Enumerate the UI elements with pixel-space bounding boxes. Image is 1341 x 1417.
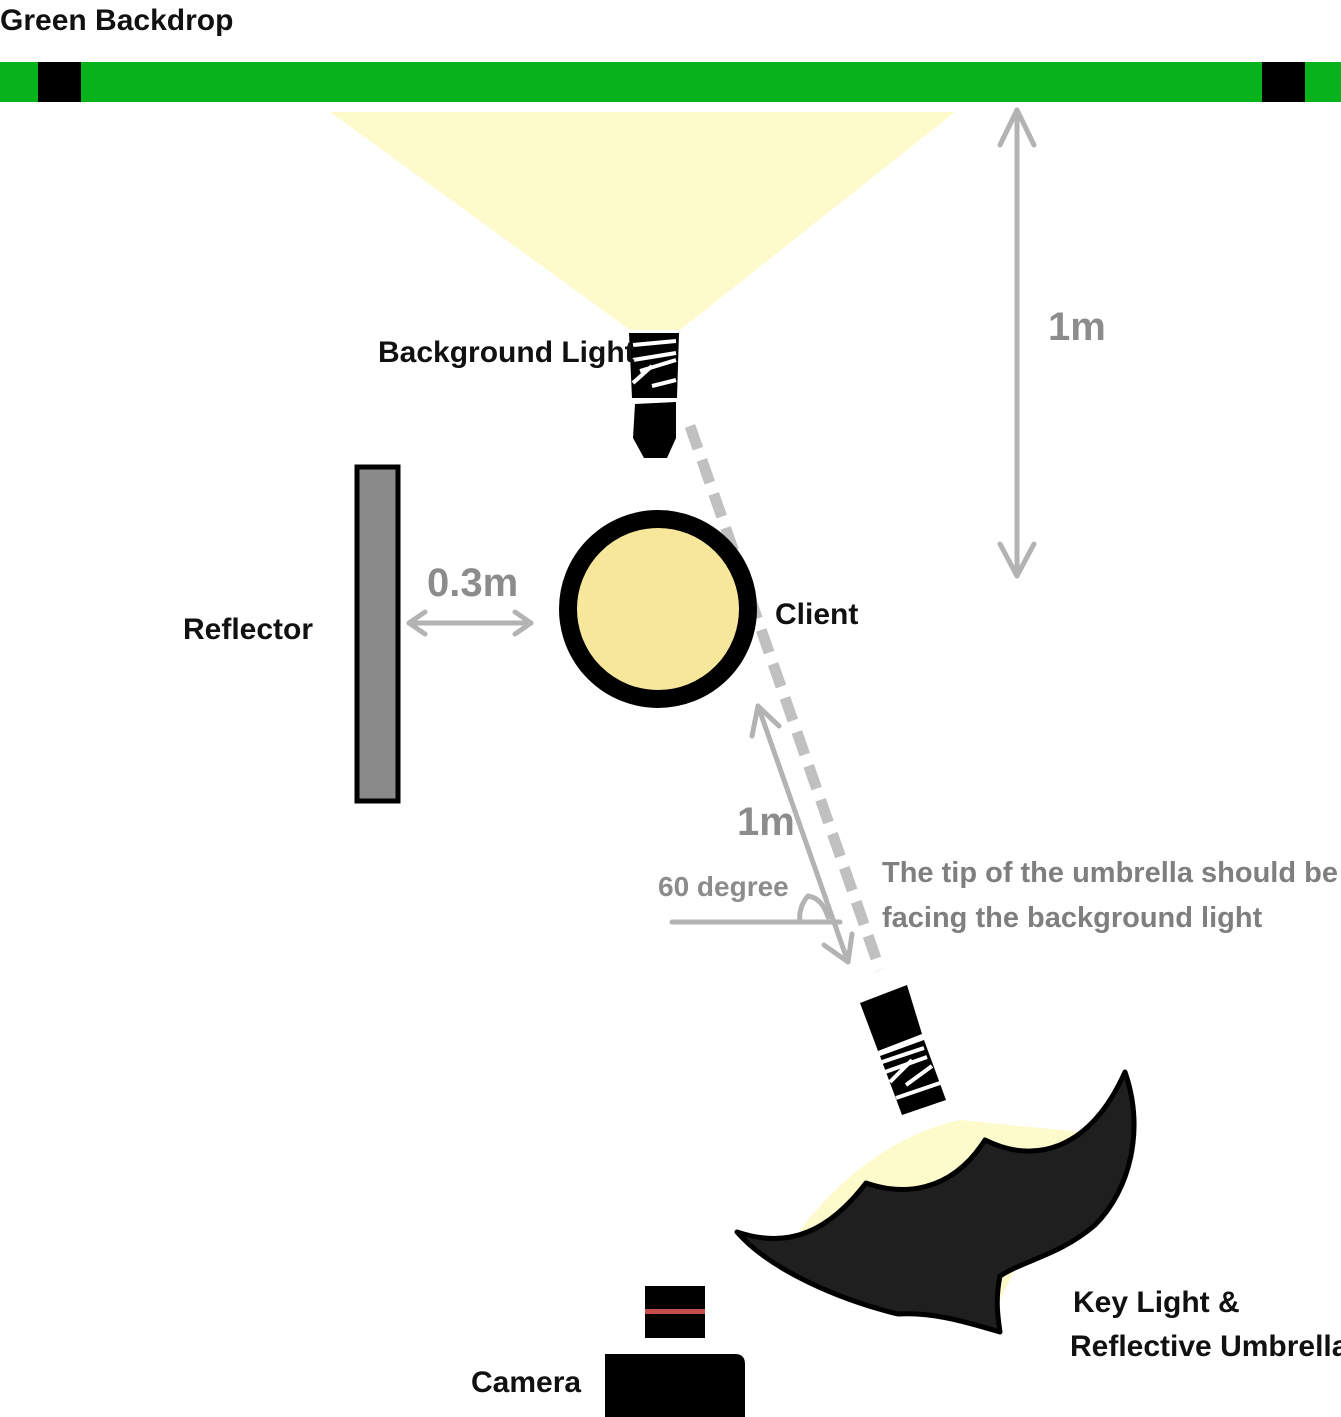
background-light-beam [330, 112, 955, 330]
backdrop-stand-right [1262, 62, 1305, 102]
camera-icon [605, 1286, 745, 1417]
aim-dashed-line [684, 424, 886, 972]
background-light-label: Background Light [378, 336, 635, 369]
reflector-panel [354, 464, 401, 804]
camera-label: Camera [471, 1366, 581, 1399]
backdrop-distance-label: 1m [1048, 305, 1106, 349]
key-light-distance-label: 1m [737, 800, 795, 844]
umbrella-icon [734, 1069, 1137, 1335]
angle-indicator [669, 893, 843, 925]
client-circle [559, 510, 757, 708]
green-backdrop [0, 62, 1341, 102]
reflector-distance-label: 0.3m [427, 561, 518, 605]
key-light-distance-arrow [749, 703, 855, 965]
key-light-label-line2: Reflective Umbrella [1070, 1330, 1341, 1363]
key-light-label-line1: Key Light & [1073, 1286, 1240, 1319]
reflector-label: Reflector [183, 613, 313, 646]
backdrop-stand-left [38, 62, 81, 102]
reflector-distance-arrow [406, 609, 534, 637]
umbrella-note-line1: The tip of the umbrella should be [882, 857, 1338, 889]
angle-label: 60 degree [658, 871, 789, 902]
backdrop-label: Green Backdrop [0, 4, 233, 37]
camera-lens-stripe [645, 1309, 705, 1314]
key-light-icon [860, 985, 946, 1115]
client-label: Client [775, 598, 858, 631]
backdrop-distance-arrow [997, 107, 1037, 579]
umbrella-note-line2: facing the background light [882, 902, 1263, 934]
background-light-icon [629, 333, 679, 458]
